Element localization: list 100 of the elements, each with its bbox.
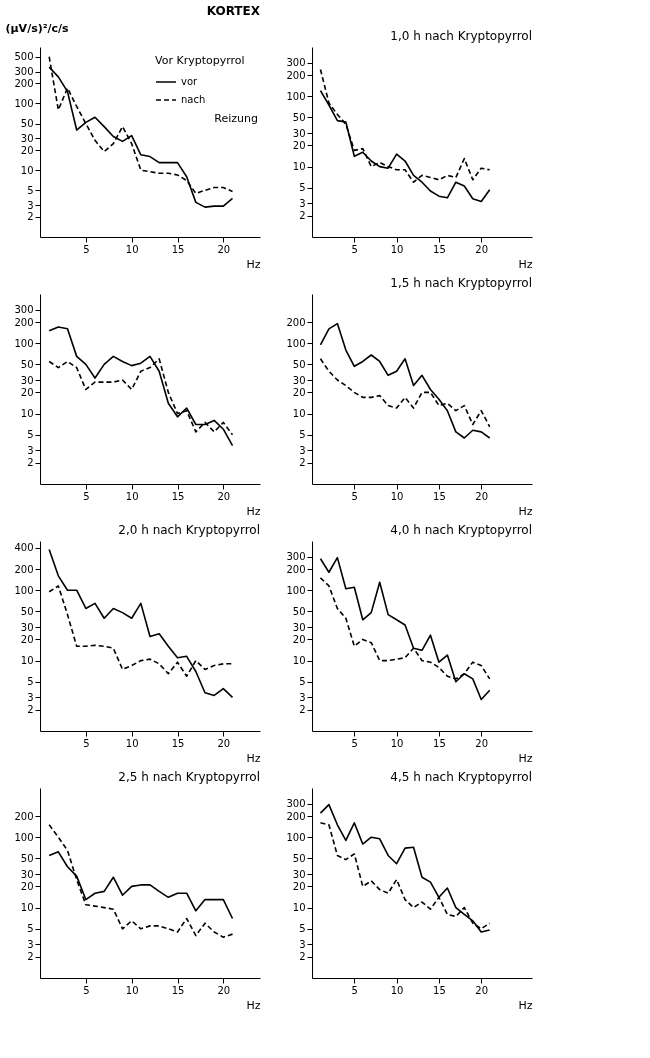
x-tick-label: 10 <box>125 737 139 749</box>
x-tick-label: 15 <box>171 984 185 996</box>
y-tick-label: 300 <box>286 57 306 69</box>
legend-label: vor <box>181 76 199 87</box>
y-tick-label: 100 <box>14 584 34 596</box>
y-tick-label: 100 <box>286 90 306 102</box>
x-tick-label: 10 <box>125 243 139 255</box>
y-tick-label: 5 <box>27 184 34 196</box>
y-tick-label: 3 <box>299 197 306 209</box>
y-tick-label: 20 <box>20 880 34 892</box>
x-tick-label: 15 <box>433 984 446 996</box>
y-tick-label: 2 <box>27 457 34 469</box>
x-tick-label: 20 <box>217 243 231 255</box>
y-tick-label: 3 <box>299 691 306 703</box>
chart-title: 4,0 h nach Kryptopyrrol <box>390 523 532 537</box>
x-tick-label: 10 <box>390 984 404 996</box>
y-tick-label: 100 <box>286 337 306 349</box>
y-tick-label: 5 <box>27 429 34 441</box>
y-tick-label: 50 <box>20 358 34 370</box>
y-tick-label: 2 <box>299 210 306 222</box>
y-tick-label: 30 <box>292 374 306 386</box>
line-series <box>319 556 491 701</box>
y-tick-label: 5 <box>27 676 34 688</box>
x-tick-label: 10 <box>390 737 404 749</box>
x-tick-label: 20 <box>217 737 231 749</box>
x-axis-title: Hz <box>518 257 533 271</box>
y-tick-label: 30 <box>20 621 34 633</box>
y-tick-label: 10 <box>292 902 306 914</box>
y-tick-label: 10 <box>20 408 34 420</box>
x-tick-label: 5 <box>351 737 358 749</box>
y-tick-label: 30 <box>292 127 306 139</box>
y-tick-label: 50 <box>20 605 34 617</box>
x-axis-title: Hz <box>246 504 261 518</box>
y-tick-label: 200 <box>14 563 34 575</box>
line-series <box>48 824 234 938</box>
x-tick-label: 15 <box>433 243 446 255</box>
x-tick-label: 15 <box>433 490 446 502</box>
y-tick-label: 50 <box>292 852 306 864</box>
y-tick-label: 100 <box>286 584 306 596</box>
x-tick-label: 10 <box>390 243 404 255</box>
x-tick-label: 10 <box>125 984 139 996</box>
x-tick-label: 20 <box>475 984 489 996</box>
y-tick-label: 5 <box>299 923 306 935</box>
x-tick-label: 20 <box>475 243 489 255</box>
y-tick-label: 3 <box>27 199 34 211</box>
y-tick-label: 50 <box>292 111 306 123</box>
y-tick-label: 30 <box>20 374 34 386</box>
y-tick-label: 3 <box>27 691 34 703</box>
y-tick-label: 20 <box>20 144 34 156</box>
x-tick-label: 10 <box>125 490 139 502</box>
chart-title: 4,5 h nach Kryptopyrrol <box>390 770 532 784</box>
x-axis-title: Hz <box>518 504 533 518</box>
x-tick-label: 20 <box>217 984 231 996</box>
legend-label: nach <box>181 94 206 105</box>
legend-title: Vor Kryptopyrrol <box>155 54 245 67</box>
y-tick-label: 200 <box>286 69 306 81</box>
annotation: Reizung <box>214 112 258 125</box>
y-tick-label: 400 <box>14 542 34 554</box>
x-tick-label: 5 <box>83 490 90 502</box>
chart-title: KORTEX <box>206 4 261 18</box>
y-tick-label: 200 <box>14 316 34 328</box>
chart-title: 2,5 h nach Kryptopyrrol <box>118 770 260 784</box>
line-series <box>48 548 234 699</box>
line-series <box>319 322 491 439</box>
y-tick-label: 30 <box>292 868 306 880</box>
x-tick-label: 5 <box>83 984 90 996</box>
chart-title: 1,5 h nach Kryptopyrrol <box>390 276 532 290</box>
y-tick-label: 100 <box>286 831 306 843</box>
y-tick-label: 3 <box>27 444 34 456</box>
y-tick-label: 100 <box>14 831 34 843</box>
y-tick-label: 30 <box>20 132 34 144</box>
y-tick-label: 50 <box>292 358 306 370</box>
x-tick-label: 15 <box>171 737 185 749</box>
y-tick-label: 30 <box>20 868 34 880</box>
y-tick-label: 3 <box>27 938 34 950</box>
y-tick-label: 50 <box>20 852 34 864</box>
y-tick-label: 20 <box>20 386 34 398</box>
y-tick-label: 5 <box>299 429 306 441</box>
y-tick-label: 3 <box>299 444 306 456</box>
y-axis-title: (µV/s)²/c/s <box>5 21 70 35</box>
x-axis-title: Hz <box>246 257 261 271</box>
y-tick-label: 5 <box>299 182 306 194</box>
chart-title: 1,0 h nach Kryptopyrrol <box>390 29 532 43</box>
chart-title: 2,0 h nach Kryptopyrrol <box>118 523 260 537</box>
x-tick-label: 5 <box>351 490 358 502</box>
x-tick-label: 5 <box>351 243 358 255</box>
x-tick-label: 5 <box>83 737 90 749</box>
y-tick-label: 10 <box>20 655 34 667</box>
x-tick-label: 5 <box>83 243 90 255</box>
y-tick-label: 300 <box>286 798 306 810</box>
x-tick-label: 5 <box>351 984 358 996</box>
y-tick-label: 2 <box>27 211 34 223</box>
y-tick-label: 5 <box>27 923 34 935</box>
x-axis-title: Hz <box>518 751 533 765</box>
y-tick-label: 2 <box>299 951 306 963</box>
y-tick-label: 20 <box>292 139 306 151</box>
x-axis-title: Hz <box>518 998 533 1012</box>
y-tick-label: 200 <box>286 563 306 575</box>
y-tick-label: 5 <box>299 676 306 688</box>
line-series <box>48 326 234 447</box>
